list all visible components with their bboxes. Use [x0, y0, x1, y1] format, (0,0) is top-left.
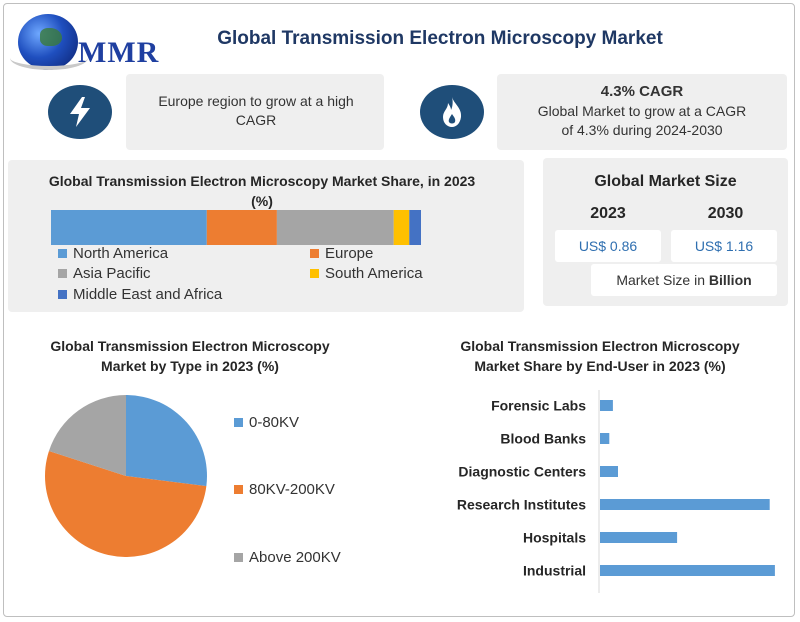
pie-legend-label-0-80kv: 0-80KV: [249, 414, 299, 431]
type-pie-chart: 0-80KV 80KV-200KV Above 200KV: [45, 395, 341, 566]
logo-text: MMR: [78, 36, 160, 69]
flame-icon: [420, 85, 484, 139]
market-size-note: Market Size in Billion: [591, 264, 777, 296]
bar-forensic-labs: [600, 400, 613, 411]
stack-segment-north-america: [51, 210, 207, 245]
bar-hospitals: [600, 532, 678, 543]
value-2030: US$ 1.16: [671, 230, 777, 262]
highlight-card-europe: Europe region to grow at a high CAGR: [126, 74, 384, 150]
legend-asia-pacific: Asia Pacific: [58, 265, 151, 282]
bar-label-industrial: Industrial: [523, 563, 586, 579]
stack-segment-europe: [206, 210, 277, 245]
legend-south-america: South America: [310, 265, 423, 282]
bar-blood-banks: [600, 433, 610, 444]
legend-label: South America: [325, 265, 423, 282]
bar-industrial: [600, 565, 775, 576]
regional-share-card: Global Transmission Electron Microscopy …: [8, 160, 524, 312]
enduser-bar-chart: Forensic Labs Blood Banks Diagnostic Cente…: [457, 390, 775, 593]
legend-label: Europe: [325, 245, 374, 262]
pie-legend-swatch-80kv-200kv: [234, 485, 243, 494]
pie-legend-swatch-0-80kv: [234, 418, 243, 427]
note-prefix: Market Size in: [616, 272, 706, 288]
stack-segment-asia-pacific: [276, 210, 394, 245]
pie-slice-0-80kv: [126, 395, 207, 487]
cagr-text: Global Market to grow at a CAGR of 4.3% …: [537, 103, 747, 138]
bar-label-blood-banks: Blood Banks: [500, 431, 586, 447]
bar-label-research-institutes: Research Institutes: [457, 497, 586, 513]
pie-slice-above-200kv: [48, 395, 126, 476]
infographic-frame: [3, 3, 795, 617]
regional-stacked-bar: [51, 210, 421, 245]
pie-legend-label-80kv-200kv: 80KV-200KV: [249, 481, 335, 498]
legend-label: North America: [73, 245, 169, 262]
enduser-chart-title: Global Transmission Electron Microscopy …: [460, 338, 740, 374]
pie-slice-80kv-200kv: [45, 450, 207, 557]
bar-diagnostic-centers: [600, 466, 618, 477]
legend-label: Asia Pacific: [73, 265, 151, 282]
bar-research-institutes: [600, 499, 770, 510]
stack-segment-south-america: [393, 210, 410, 245]
bar-label-forensic-labs: Forensic Labs: [491, 398, 586, 414]
legend-label: Middle East and Africa: [73, 286, 223, 303]
pie-legend-label-above-200kv: Above 200KV: [249, 549, 341, 566]
year-2030: 2030: [707, 205, 744, 222]
legend-middle-east-africa: Middle East and Africa: [58, 286, 222, 303]
legend-north-america: North America: [58, 245, 168, 262]
cagr-heading: 4.3% CAGR: [600, 83, 684, 100]
market-size-title: Global Market Size: [594, 173, 737, 190]
stack-segment-middle-east-and-africa: [409, 210, 421, 245]
brand-logo: MMR: [10, 10, 164, 74]
highlight-text-europe: Europe region to grow at a high CAGR: [158, 93, 354, 128]
year-2023: 2023: [590, 205, 626, 222]
type-chart-title: Global Transmission Electron Microscopy …: [50, 338, 330, 374]
page-title: Global Transmission Electron Microscopy …: [217, 28, 663, 49]
lightning-icon: [48, 85, 112, 139]
bar-label-hospitals: Hospitals: [523, 530, 586, 546]
highlight-card-cagr: 4.3% CAGR Global Market to grow at a CAG…: [497, 74, 787, 150]
market-size-card: Global Market Size 2023 2030 US$ 0.86 US…: [543, 158, 788, 306]
value-2023: US$ 0.86: [555, 230, 661, 262]
bar-label-diagnostic-centers: Diagnostic Centers: [458, 464, 586, 480]
regional-share-title: Global Transmission Electron Microscopy …: [48, 173, 476, 209]
legend-europe: Europe: [310, 245, 373, 262]
pie-legend-swatch-above-200kv: [234, 553, 243, 562]
note-unit: Billion: [708, 272, 752, 288]
